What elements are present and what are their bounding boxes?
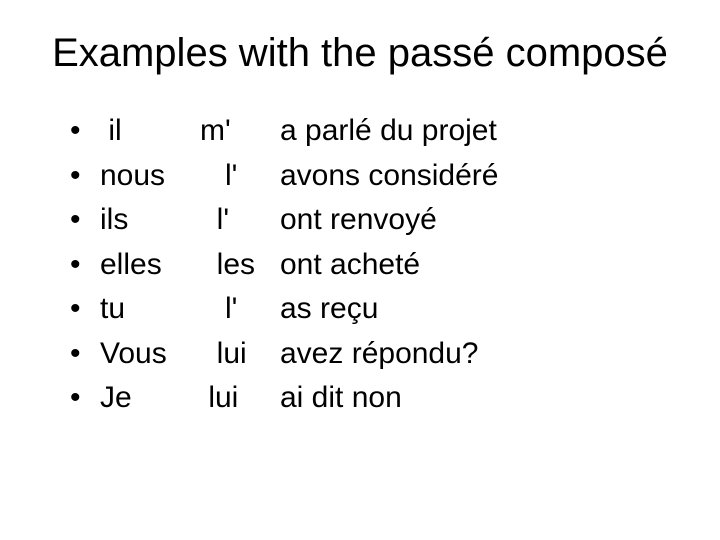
verb-phrase: ont renvoyé <box>280 200 670 241</box>
pronoun-text: lui <box>200 334 280 375</box>
subject-text: tu <box>100 289 200 330</box>
examples-list: • il m' a parlé du projet • nous l' avon… <box>50 111 670 419</box>
list-item: • elles les ont acheté <box>70 245 670 286</box>
subject-text: nous <box>100 156 200 197</box>
pronoun-text: l' <box>200 200 280 241</box>
verb-phrase: ai dit non <box>280 378 670 419</box>
subject-text: ils <box>100 200 200 241</box>
verb-phrase: as reçu <box>280 289 670 330</box>
list-item: • tu l' as reçu <box>70 289 670 330</box>
bullet-icon: • <box>70 200 100 241</box>
subject-text: Vous <box>100 334 200 375</box>
list-item: • ils l' ont renvoyé <box>70 200 670 241</box>
list-item: • Vous lui avez répondu? <box>70 334 670 375</box>
pronoun-text: l' <box>200 156 280 197</box>
bullet-icon: • <box>70 378 100 419</box>
verb-phrase: avons considéré <box>280 156 670 197</box>
bullet-icon: • <box>70 156 100 197</box>
bullet-icon: • <box>70 334 100 375</box>
bullet-icon: • <box>70 111 100 152</box>
verb-phrase: avez répondu? <box>280 334 670 375</box>
bullet-icon: • <box>70 289 100 330</box>
pronoun-text: lui <box>200 378 280 419</box>
list-item: • Je lui ai dit non <box>70 378 670 419</box>
list-item: • nous l' avons considéré <box>70 156 670 197</box>
list-item: • il m' a parlé du projet <box>70 111 670 152</box>
pronoun-text: les <box>200 245 280 286</box>
pronoun-text: l' <box>200 289 280 330</box>
bullet-icon: • <box>70 245 100 286</box>
subject-text: Je <box>100 378 200 419</box>
subject-text: il <box>100 111 200 152</box>
subject-text: elles <box>100 245 200 286</box>
verb-phrase: ont acheté <box>280 245 670 286</box>
pronoun-text: m' <box>200 111 280 152</box>
slide-title: Examples with the passé composé <box>50 30 670 76</box>
verb-phrase: a parlé du projet <box>280 111 670 152</box>
